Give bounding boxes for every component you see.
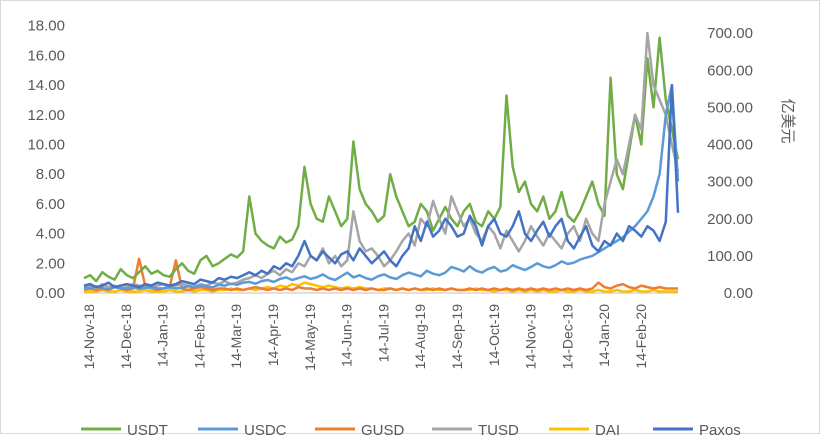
right-axis: 0.00 100.00 200.00 300.00 400.00 500.00 600.00… <box>707 1 753 302</box>
left-tick-label: 8.00 <box>36 166 65 183</box>
x-tick-label: 14-Jul-19 <box>375 304 391 363</box>
left-tick-label: 16.00 <box>27 47 65 64</box>
right-tick-label: 700.00 <box>707 25 753 42</box>
x-tick-label: 14-Jan-19 <box>155 304 171 367</box>
x-axis: 14-Nov-18 14-Dec-18 14-Jan-19 14-Feb-19 14-M… <box>81 292 678 371</box>
left-tick-label: 12.00 <box>27 107 65 124</box>
series-layer <box>83 31 680 293</box>
x-tick-label: 14-Dec-19 <box>559 304 575 370</box>
right-tick-label: 200.00 <box>707 211 753 228</box>
left-tick-label: 14.00 <box>27 77 65 94</box>
series-line-paxos <box>83 83 680 289</box>
left-tick-label: 4.00 <box>36 226 65 243</box>
x-tick-label: 14-Apr-19 <box>265 304 281 366</box>
legend-label-paxos: Paxos <box>699 422 741 435</box>
right-tick-label: 600.00 <box>707 62 753 79</box>
legend-label-usdt: USDT <box>127 422 168 435</box>
right-tick-label: 300.00 <box>707 174 753 191</box>
x-tick-label: 14-Feb-20 <box>633 304 649 369</box>
left-tick-label: 2.00 <box>36 255 65 272</box>
left-tick-label: 6.00 <box>36 196 65 213</box>
right-tick-label: 100.00 <box>707 248 753 265</box>
x-tick-label: 14-Aug-19 <box>412 304 428 370</box>
x-tick-label: 14-Jan-20 <box>596 304 612 367</box>
legend-label-dai: DAI <box>595 422 620 435</box>
right-tick-label: 800.00 <box>707 1 753 5</box>
right-axis-label: 亿美元 <box>779 98 797 143</box>
x-tick-label: 14-Mar-19 <box>228 304 244 369</box>
x-tick-label: 14-Dec-18 <box>118 304 134 370</box>
series-line-usdt <box>83 36 680 283</box>
legend-label-tusd: TUSD <box>478 422 519 435</box>
series-line-tusd <box>83 31 680 290</box>
x-tick-label: 14-May-19 <box>302 304 318 371</box>
legend: USDT USDC GUSD TUSD DAI Paxos <box>81 422 741 435</box>
left-tick-label: 20.00 <box>27 1 65 5</box>
x-tick-label: 14-Oct-19 <box>486 304 502 366</box>
right-tick-label: 400.00 <box>707 137 753 154</box>
x-tick-label: 14-Sep-19 <box>449 304 465 370</box>
left-axis: 0.00 2.00 4.00 6.00 8.00 10.00 12.00 14.00 16.00… <box>27 1 65 302</box>
x-tick-label: 14-Nov-19 <box>523 304 539 370</box>
x-tick-label: 14-Nov-18 <box>81 304 97 370</box>
series-line-usdc <box>83 83 680 291</box>
legend-label-usdc: USDC <box>244 422 287 435</box>
x-tick-label: 14-Feb-19 <box>191 304 207 369</box>
left-tick-label: 10.00 <box>27 137 65 154</box>
right-tick-label: 0.00 <box>724 285 753 302</box>
left-tick-label: 0.00 <box>36 285 65 302</box>
left-tick-label: 18.00 <box>27 18 65 35</box>
x-tick-label: 14-Jun-19 <box>339 304 355 367</box>
legend-label-gusd: GUSD <box>361 422 405 435</box>
right-tick-label: 500.00 <box>707 99 753 116</box>
